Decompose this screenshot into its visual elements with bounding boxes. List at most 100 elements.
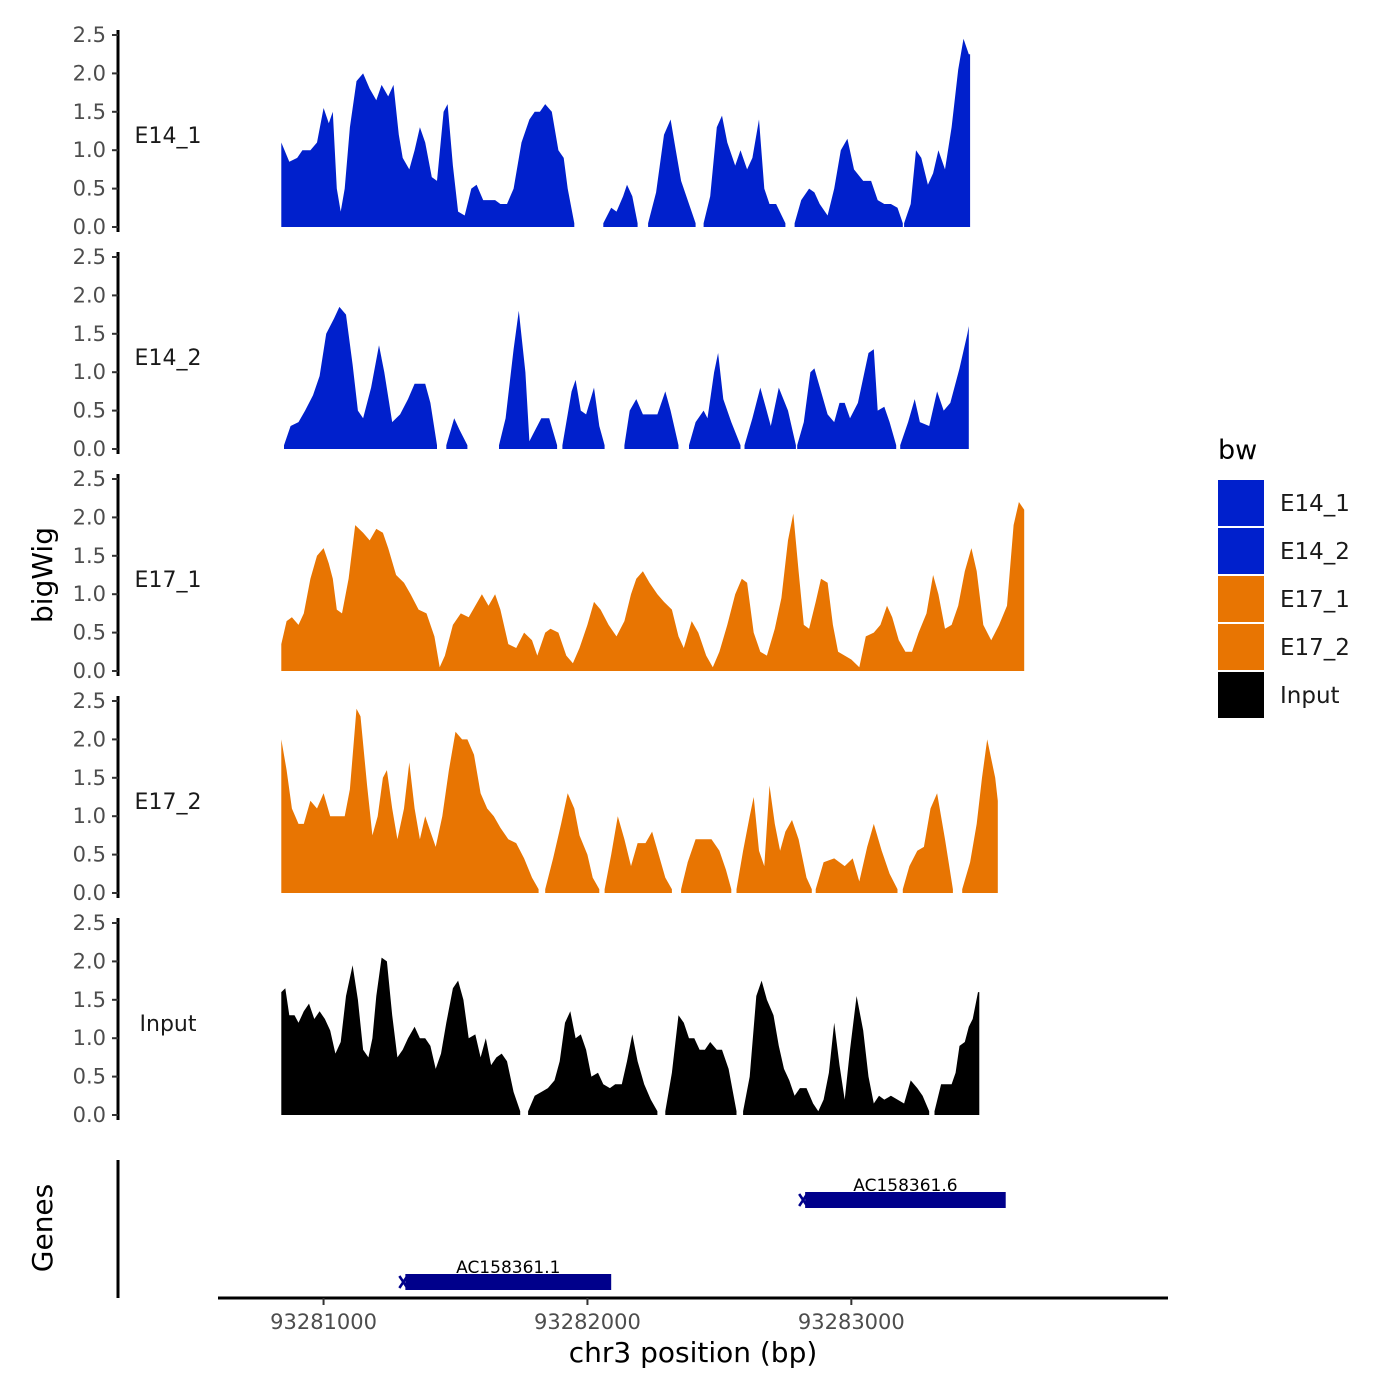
y-tick-label: 0.5 <box>73 843 106 867</box>
coverage-area <box>743 980 930 1115</box>
coverage-area <box>900 326 969 449</box>
track-E14_2: 0.0 0.5 1.0 1.5 2.0 2.5 E14_2 <box>73 245 969 461</box>
y-tick-label: 1.5 <box>73 100 106 124</box>
y-tick-label: 1.5 <box>73 988 106 1012</box>
y-tick-label: 1.0 <box>73 138 106 162</box>
coverage-area <box>284 306 437 449</box>
coverage-area <box>794 138 903 227</box>
track-label: Input <box>140 1012 197 1037</box>
legend-item-E14_2: E14_2 <box>1218 528 1350 574</box>
x-tick-label: 93282000 <box>534 1310 641 1334</box>
legend-swatch <box>1218 576 1264 622</box>
track-label: E17_1 <box>135 568 202 593</box>
y-tick-label: 2.5 <box>73 911 106 935</box>
y-tick-label: 0.0 <box>73 215 106 239</box>
legend-item-Input: Input <box>1218 672 1340 718</box>
legend-label: E14_2 <box>1280 539 1350 565</box>
y-tick-label: 1.0 <box>73 1026 106 1050</box>
gene-strand-icon <box>798 1193 809 1207</box>
coverage-area <box>736 785 812 893</box>
x-axis-title: chr3 position (bp) <box>569 1336 818 1369</box>
coverage-area <box>703 115 786 227</box>
x-tick-label: 93281000 <box>270 1310 377 1334</box>
y-tick-label: 2.5 <box>73 245 106 269</box>
coverage-area <box>744 387 796 449</box>
genes-panel: AC158361.6 AC158361.1 <box>116 1160 1006 1298</box>
coverage-area <box>962 739 998 893</box>
coverage-area <box>446 418 468 449</box>
y-tick-label: 2.0 <box>73 283 106 307</box>
legend-swatch <box>1218 528 1264 574</box>
track-E17_2: 0.0 0.5 1.0 1.5 2.0 2.5 E17_2 <box>73 689 998 905</box>
coverage-area <box>281 502 1025 671</box>
coverage-area <box>902 793 953 893</box>
y-tick-label: 2.5 <box>73 23 106 47</box>
y-tick-label: 0.5 <box>73 1065 106 1089</box>
gene-AC158361.1: AC158361.1 <box>398 1258 612 1290</box>
y-tick-label: 1.5 <box>73 322 106 346</box>
legend-label: E17_2 <box>1280 635 1350 661</box>
coverage-area <box>681 839 732 893</box>
legend-swatch <box>1218 480 1264 526</box>
y-tick-label: 0.0 <box>73 1103 106 1127</box>
coverage-area <box>562 379 605 449</box>
coverage-area <box>604 816 672 893</box>
gene-label: AC158361.1 <box>456 1258 560 1278</box>
y-tick-label: 1.0 <box>73 360 106 384</box>
legend-item-E17_1: E17_1 <box>1218 576 1350 622</box>
gene-strand-icon <box>398 1275 409 1289</box>
track-E17_1: 0.0 0.5 1.0 1.5 2.0 2.5 E17_1 <box>73 467 1025 683</box>
legend-label: Input <box>1280 683 1340 709</box>
coverage-area <box>648 119 696 227</box>
y-tick-label: 0.0 <box>73 659 106 683</box>
coverage-area <box>904 38 971 227</box>
y-tick-label: 2.0 <box>73 61 106 85</box>
coverage-area <box>624 391 679 449</box>
y-tick-label: 2.0 <box>73 949 106 973</box>
track-label: E14_1 <box>135 124 202 149</box>
y-tick-label: 2.5 <box>73 689 106 713</box>
bigwig-tracks: 0.0 0.5 1.0 1.5 2.0 2.5 E14_1 0.0 0.5 1.0 1.5 2.0 2.… <box>73 23 1025 1127</box>
y-tick-label: 0.0 <box>73 881 106 905</box>
legend-swatch <box>1218 672 1264 718</box>
coverage-area <box>934 992 980 1115</box>
coverage-area <box>545 793 600 893</box>
coverage-area <box>603 184 638 227</box>
legend-label: E17_1 <box>1280 587 1350 613</box>
legend-item-E17_2: E17_2 <box>1218 624 1350 670</box>
coverage-area <box>665 1015 737 1115</box>
track-E14_1: 0.0 0.5 1.0 1.5 2.0 2.5 E14_1 <box>73 23 971 239</box>
track-label: E17_2 <box>135 790 202 815</box>
coverage-area <box>815 823 898 893</box>
y-tick-label: 1.0 <box>73 582 106 606</box>
legend-swatch <box>1218 624 1264 670</box>
y-tick-label: 1.5 <box>73 766 106 790</box>
y-tick-label: 2.0 <box>73 727 106 751</box>
coverage-area <box>281 957 521 1115</box>
y-axis-title: bigWig <box>26 527 59 623</box>
gene-AC158361.6: AC158361.6 <box>798 1176 1006 1208</box>
track-Input: 0.0 0.5 1.0 1.5 2.0 2.5 Input <box>73 911 980 1127</box>
legend-item-E14_1: E14_1 <box>1218 480 1350 526</box>
coverage-area <box>797 349 897 449</box>
genes-axis-title: Genes <box>26 1184 59 1272</box>
y-tick-label: 0.0 <box>73 437 106 461</box>
legend-label: E14_1 <box>1280 491 1350 517</box>
coverage-area <box>689 353 741 449</box>
gene-body <box>805 1192 1006 1208</box>
coverage-area <box>528 1011 658 1115</box>
gene-body <box>405 1274 612 1290</box>
y-tick-label: 0.5 <box>73 177 106 201</box>
y-tick-label: 1.0 <box>73 804 106 828</box>
y-tick-label: 0.5 <box>73 621 106 645</box>
y-tick-label: 2.5 <box>73 467 106 491</box>
gene-label: AC158361.6 <box>853 1176 957 1196</box>
y-tick-label: 0.5 <box>73 399 106 423</box>
legend-title: bw <box>1218 435 1257 466</box>
x-axis: 93281000 93282000 93283000 <box>218 1296 1168 1334</box>
y-tick-label: 2.0 <box>73 505 106 529</box>
coverage-area <box>499 310 558 449</box>
coverage-area <box>281 708 539 893</box>
x-tick-label: 93283000 <box>798 1310 905 1334</box>
